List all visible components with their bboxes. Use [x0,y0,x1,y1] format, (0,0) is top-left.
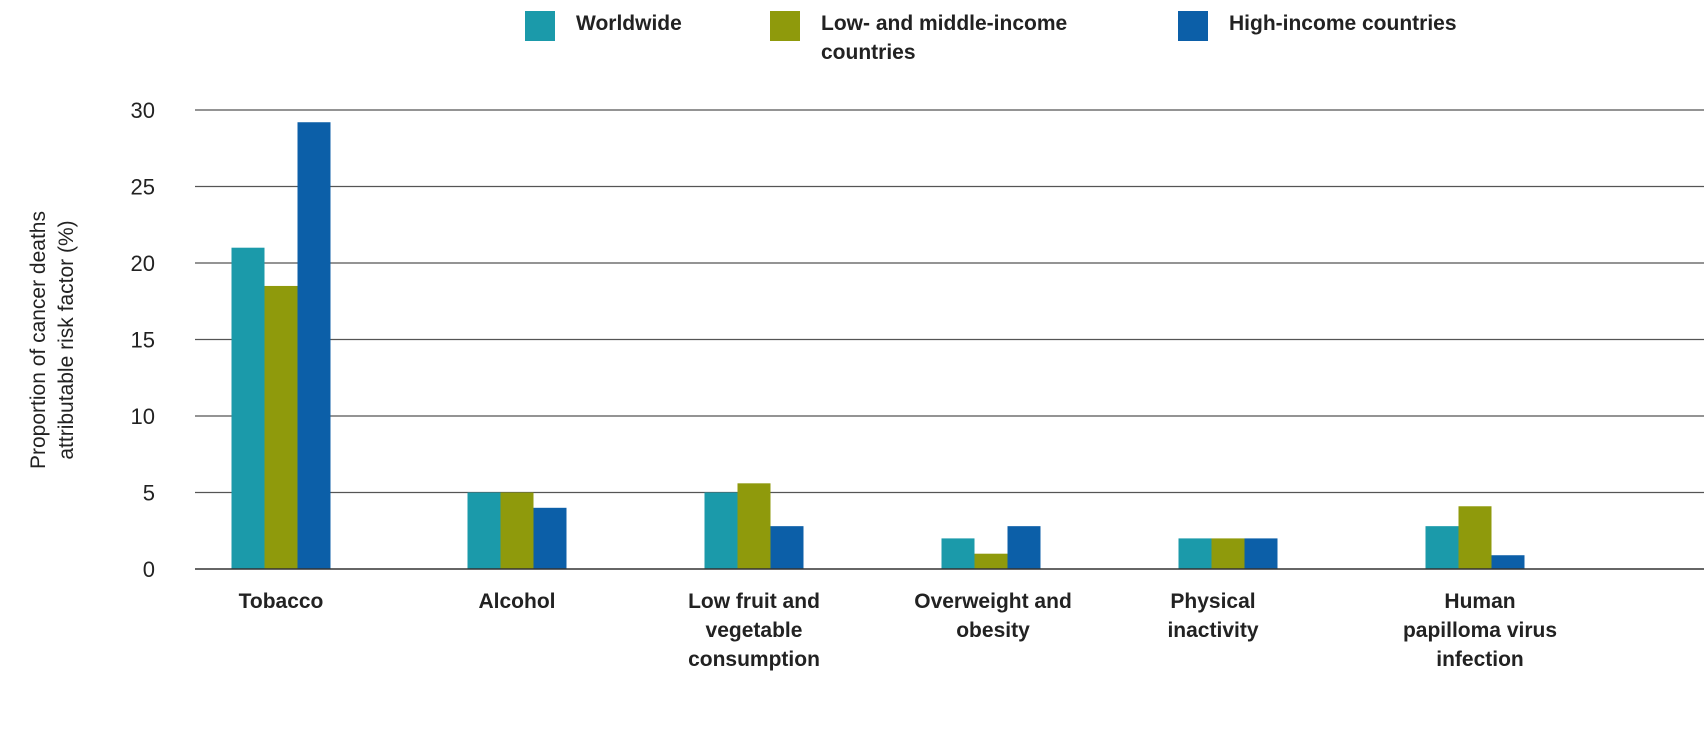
legend-label: Low- and middle-income countries [821,12,1067,64]
legend-swatch [1178,11,1208,41]
bar-0-0 [231,247,265,569]
gridlines [195,109,1704,494]
bar-2-0 [704,492,738,569]
x-category-label: Alcohol [479,590,556,613]
x-category-label: Physical inactivity [1167,590,1258,642]
bar-4-2 [1244,538,1278,569]
x-category-label: Tobacco [239,590,324,613]
bars [231,122,1525,570]
y-tick-label: 5 [143,481,155,506]
category-labels: Tobacco Alcohol Low fruit and vegetable cons… [239,590,1557,671]
legend-label: Worldwide [576,12,682,35]
bar-0-2 [297,122,331,570]
y-tick-label: 0 [143,557,155,582]
bar-3-0 [941,538,975,569]
bar-2-1 [737,483,771,569]
x-category-label: Human papilloma virus infection [1403,590,1557,671]
bar-5-2 [1491,555,1525,569]
bar-5-0 [1425,526,1459,569]
y-axis-ticks: 0 5 10 15 20 25 30 [131,98,155,582]
x-category-label: Overweight and obesity [914,590,1072,642]
legend-swatch [525,11,555,41]
bar-3-1 [974,553,1008,569]
legend-swatch [770,11,800,41]
y-tick-label: 25 [131,175,155,200]
legend: Worldwide Low- and middle-income countries… [525,11,1457,64]
bar-3-2 [1007,526,1041,569]
bar-4-1 [1211,538,1245,569]
legend-label: High-income countries [1229,12,1457,35]
y-axis-title: Proportion of cancer deaths attributable … [27,211,78,469]
bar-1-2 [533,507,567,569]
bar-5-1 [1458,506,1492,569]
bar-1-1 [500,492,534,569]
x-category-label: Low fruit and vegetable consumption [688,590,820,671]
y-tick-label: 30 [131,98,155,123]
bar-4-0 [1178,538,1212,569]
bar-1-0 [467,492,501,569]
bar-2-2 [770,526,804,569]
bar-0-1 [264,285,298,569]
y-tick-label: 20 [131,251,155,276]
y-tick-label: 10 [131,404,155,429]
y-tick-label: 15 [131,328,155,353]
